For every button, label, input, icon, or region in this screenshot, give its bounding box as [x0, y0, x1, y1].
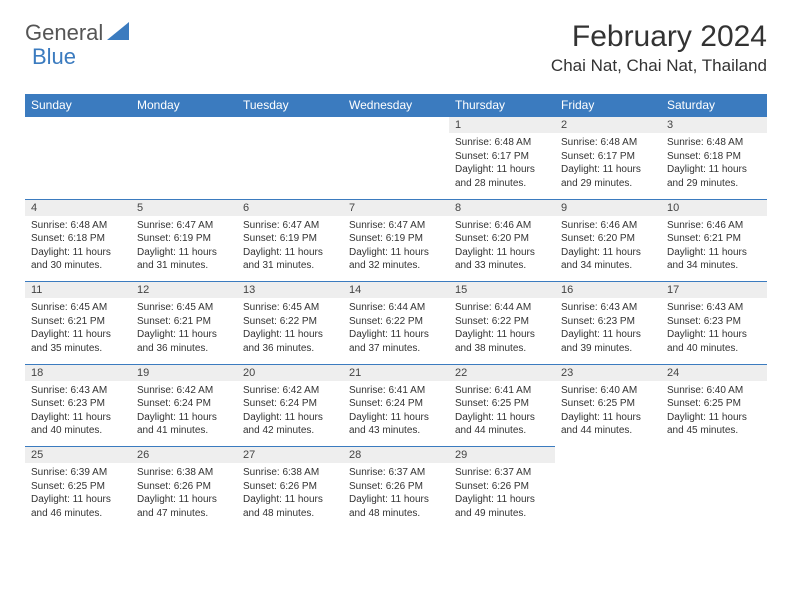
day-detail-row: Sunrise: 6:39 AMSunset: 6:25 PMDaylight:… — [25, 463, 767, 529]
day-number-cell: 1 — [449, 117, 555, 134]
day-number-cell: 23 — [555, 364, 661, 381]
day-number-cell: 12 — [131, 282, 237, 299]
day-detail-cell — [661, 463, 767, 529]
day-detail-cell — [25, 133, 131, 199]
day-number-cell — [25, 117, 131, 134]
day-number-row: 123 — [25, 117, 767, 134]
day-detail-cell — [343, 133, 449, 199]
day-detail-row: Sunrise: 6:43 AMSunset: 6:23 PMDaylight:… — [25, 381, 767, 447]
day-number-row: 2526272829 — [25, 447, 767, 464]
weekday-header: Saturday — [661, 94, 767, 117]
day-number-cell: 27 — [237, 447, 343, 464]
day-detail-cell: Sunrise: 6:42 AMSunset: 6:24 PMDaylight:… — [237, 381, 343, 447]
day-detail-cell: Sunrise: 6:38 AMSunset: 6:26 PMDaylight:… — [237, 463, 343, 529]
day-detail-cell: Sunrise: 6:42 AMSunset: 6:24 PMDaylight:… — [131, 381, 237, 447]
day-number-cell: 24 — [661, 364, 767, 381]
day-number-cell — [131, 117, 237, 134]
day-number-cell: 26 — [131, 447, 237, 464]
weekday-header-row: SundayMondayTuesdayWednesdayThursdayFrid… — [25, 94, 767, 117]
day-number-cell — [555, 447, 661, 464]
logo-blue-wrapper: Blue — [32, 44, 76, 70]
calendar-body: 123Sunrise: 6:48 AMSunset: 6:17 PMDaylig… — [25, 117, 767, 530]
day-detail-cell: Sunrise: 6:48 AMSunset: 6:18 PMDaylight:… — [661, 133, 767, 199]
day-detail-cell: Sunrise: 6:40 AMSunset: 6:25 PMDaylight:… — [661, 381, 767, 447]
day-detail-cell: Sunrise: 6:45 AMSunset: 6:21 PMDaylight:… — [131, 298, 237, 364]
day-detail-cell: Sunrise: 6:44 AMSunset: 6:22 PMDaylight:… — [343, 298, 449, 364]
day-detail-cell — [237, 133, 343, 199]
day-number-cell: 28 — [343, 447, 449, 464]
day-detail-row: Sunrise: 6:48 AMSunset: 6:17 PMDaylight:… — [25, 133, 767, 199]
day-detail-cell: Sunrise: 6:41 AMSunset: 6:24 PMDaylight:… — [343, 381, 449, 447]
day-detail-cell: Sunrise: 6:47 AMSunset: 6:19 PMDaylight:… — [131, 216, 237, 282]
day-detail-cell: Sunrise: 6:48 AMSunset: 6:18 PMDaylight:… — [25, 216, 131, 282]
day-number-cell: 25 — [25, 447, 131, 464]
day-number-cell: 14 — [343, 282, 449, 299]
day-detail-cell: Sunrise: 6:43 AMSunset: 6:23 PMDaylight:… — [555, 298, 661, 364]
day-number-cell: 3 — [661, 117, 767, 134]
day-detail-cell: Sunrise: 6:48 AMSunset: 6:17 PMDaylight:… — [555, 133, 661, 199]
title-block: February 2024 Chai Nat, Chai Nat, Thaila… — [551, 20, 767, 76]
day-number-cell: 20 — [237, 364, 343, 381]
day-number-cell: 21 — [343, 364, 449, 381]
day-detail-cell: Sunrise: 6:46 AMSunset: 6:20 PMDaylight:… — [555, 216, 661, 282]
day-detail-cell: Sunrise: 6:37 AMSunset: 6:26 PMDaylight:… — [449, 463, 555, 529]
day-number-cell: 19 — [131, 364, 237, 381]
weekday-header: Monday — [131, 94, 237, 117]
day-number-row: 45678910 — [25, 199, 767, 216]
day-number-cell: 29 — [449, 447, 555, 464]
logo-triangle-icon — [107, 22, 129, 45]
weekday-header: Wednesday — [343, 94, 449, 117]
day-detail-row: Sunrise: 6:45 AMSunset: 6:21 PMDaylight:… — [25, 298, 767, 364]
day-detail-cell: Sunrise: 6:43 AMSunset: 6:23 PMDaylight:… — [25, 381, 131, 447]
day-number-cell: 18 — [25, 364, 131, 381]
calendar-table: SundayMondayTuesdayWednesdayThursdayFrid… — [25, 94, 767, 529]
day-number-cell: 11 — [25, 282, 131, 299]
day-detail-cell: Sunrise: 6:39 AMSunset: 6:25 PMDaylight:… — [25, 463, 131, 529]
day-number-row: 18192021222324 — [25, 364, 767, 381]
day-number-cell: 2 — [555, 117, 661, 134]
day-detail-cell: Sunrise: 6:37 AMSunset: 6:26 PMDaylight:… — [343, 463, 449, 529]
day-detail-row: Sunrise: 6:48 AMSunset: 6:18 PMDaylight:… — [25, 216, 767, 282]
day-number-cell: 4 — [25, 199, 131, 216]
day-number-cell: 8 — [449, 199, 555, 216]
day-detail-cell: Sunrise: 6:48 AMSunset: 6:17 PMDaylight:… — [449, 133, 555, 199]
day-detail-cell: Sunrise: 6:46 AMSunset: 6:21 PMDaylight:… — [661, 216, 767, 282]
day-detail-cell: Sunrise: 6:41 AMSunset: 6:25 PMDaylight:… — [449, 381, 555, 447]
day-number-cell: 16 — [555, 282, 661, 299]
day-number-cell: 17 — [661, 282, 767, 299]
day-detail-cell: Sunrise: 6:46 AMSunset: 6:20 PMDaylight:… — [449, 216, 555, 282]
day-number-cell: 13 — [237, 282, 343, 299]
weekday-header: Sunday — [25, 94, 131, 117]
header: General February 2024 Chai Nat, Chai Nat… — [25, 20, 767, 76]
day-number-cell: 9 — [555, 199, 661, 216]
day-detail-cell — [555, 463, 661, 529]
logo-text-blue: Blue — [32, 44, 76, 69]
day-detail-cell: Sunrise: 6:38 AMSunset: 6:26 PMDaylight:… — [131, 463, 237, 529]
weekday-header: Tuesday — [237, 94, 343, 117]
day-detail-cell: Sunrise: 6:43 AMSunset: 6:23 PMDaylight:… — [661, 298, 767, 364]
logo: General — [25, 20, 131, 46]
day-detail-cell — [131, 133, 237, 199]
month-title: February 2024 — [551, 20, 767, 54]
weekday-header: Friday — [555, 94, 661, 117]
day-detail-cell: Sunrise: 6:45 AMSunset: 6:22 PMDaylight:… — [237, 298, 343, 364]
day-number-row: 11121314151617 — [25, 282, 767, 299]
day-number-cell — [661, 447, 767, 464]
day-number-cell — [237, 117, 343, 134]
day-number-cell: 22 — [449, 364, 555, 381]
day-number-cell: 15 — [449, 282, 555, 299]
location: Chai Nat, Chai Nat, Thailand — [551, 56, 767, 76]
day-number-cell: 10 — [661, 199, 767, 216]
day-detail-cell: Sunrise: 6:47 AMSunset: 6:19 PMDaylight:… — [237, 216, 343, 282]
day-detail-cell: Sunrise: 6:45 AMSunset: 6:21 PMDaylight:… — [25, 298, 131, 364]
day-number-cell: 7 — [343, 199, 449, 216]
day-detail-cell: Sunrise: 6:47 AMSunset: 6:19 PMDaylight:… — [343, 216, 449, 282]
weekday-header: Thursday — [449, 94, 555, 117]
day-number-cell: 5 — [131, 199, 237, 216]
day-detail-cell: Sunrise: 6:44 AMSunset: 6:22 PMDaylight:… — [449, 298, 555, 364]
day-detail-cell: Sunrise: 6:40 AMSunset: 6:25 PMDaylight:… — [555, 381, 661, 447]
day-number-cell — [343, 117, 449, 134]
logo-text-general: General — [25, 20, 103, 46]
day-number-cell: 6 — [237, 199, 343, 216]
